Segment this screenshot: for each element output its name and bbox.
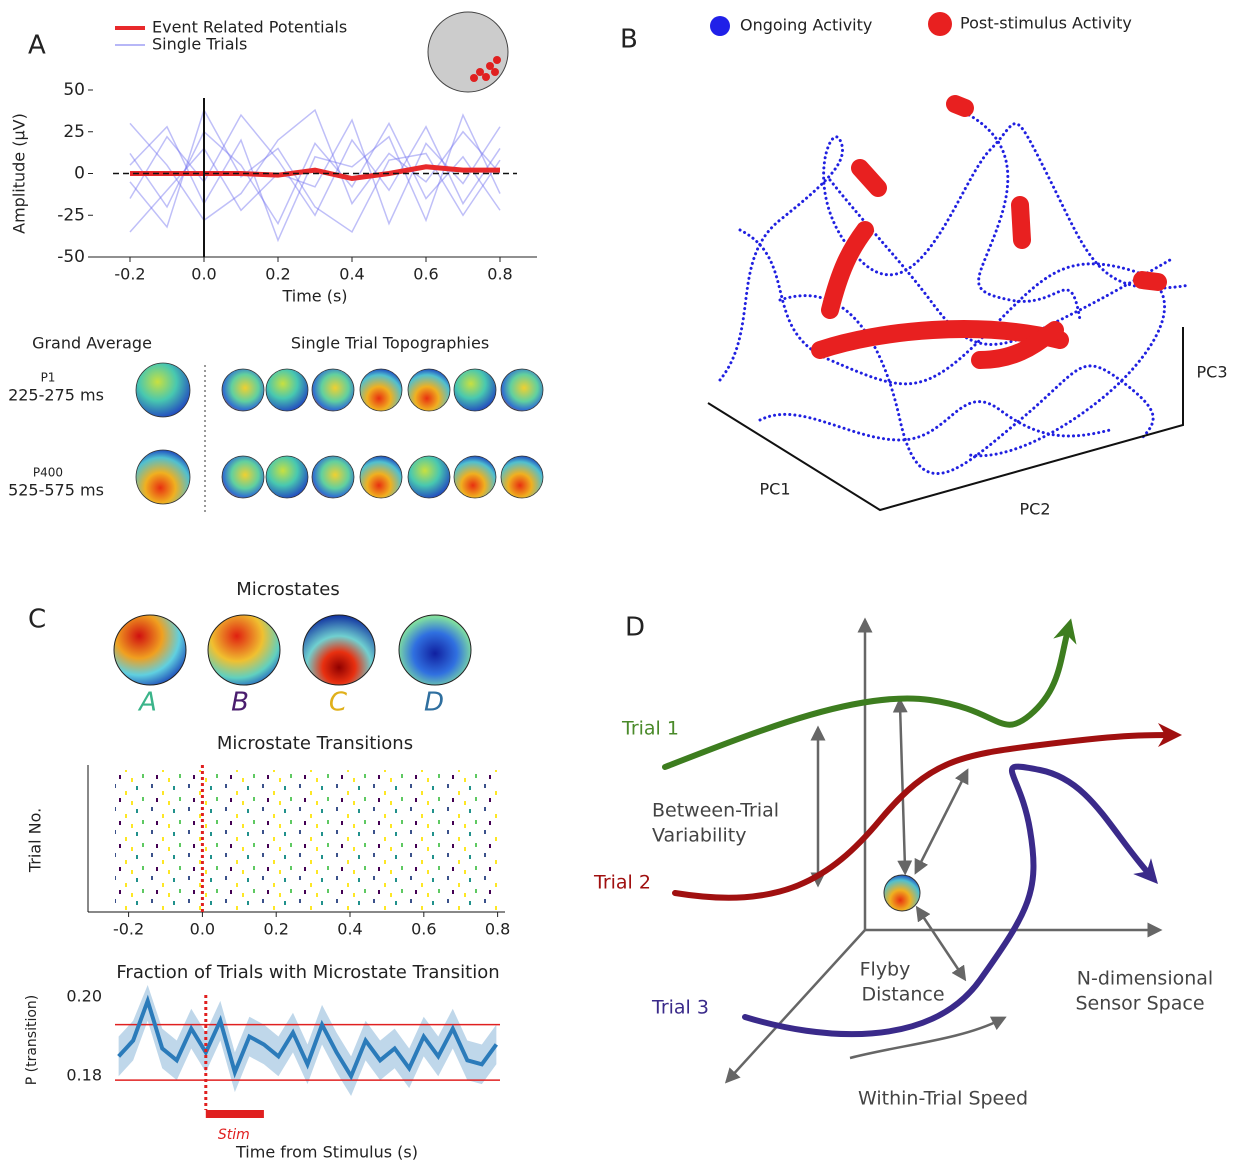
raster-dots	[115, 770, 500, 910]
x-tick-label: 0.2	[265, 265, 290, 284]
annotation: Between-Trial	[652, 800, 779, 822]
confidence-band	[118, 985, 497, 1097]
x-axis-label: Time (s)	[281, 287, 347, 306]
series-line	[130, 164, 500, 182]
series-line	[117, 994, 498, 1081]
annotation: N-dimensional	[1077, 968, 1213, 990]
y-axis-label: Amplitude (μV)	[10, 113, 29, 234]
annotation: Distance	[861, 984, 944, 1006]
panel-label: C	[28, 605, 46, 635]
axis-label: PC3	[1197, 363, 1228, 382]
y-tick-label: 50	[63, 80, 85, 100]
y-tick-label: 25	[63, 122, 85, 142]
topo-maps	[135, 362, 544, 505]
legend-label: Ongoing Activity	[740, 16, 872, 35]
microstate-label: A	[137, 688, 157, 718]
topo-header: Single Trial Topographies	[291, 334, 489, 353]
x-tick-label: 0.2	[263, 920, 288, 939]
series-line	[129, 121, 501, 226]
stim-bar	[205, 1110, 264, 1118]
x-tick-label: 0.4	[339, 265, 364, 284]
axis-label: PC1	[760, 480, 791, 499]
microstate-maps	[113, 614, 472, 686]
series-line	[129, 113, 501, 217]
x-tick-label: 0.6	[411, 920, 436, 939]
diagram-axes	[724, 617, 1163, 1084]
x-axis-label: Time from Stimulus (s)	[235, 1143, 418, 1162]
trial-label: Trial 2	[593, 872, 651, 894]
y-tick-label: 0.18	[66, 1066, 102, 1085]
component: P400	[33, 466, 63, 480]
x-tick-label: 0.8	[485, 920, 510, 939]
panel-label: D	[625, 613, 645, 643]
topo-header: Grand Average	[32, 334, 152, 353]
y-tick-label: 0.20	[66, 986, 102, 1005]
legend-label: Single Trials	[152, 35, 247, 54]
x-tick-label: 0.0	[190, 920, 215, 939]
trajectories	[718, 108, 1192, 476]
y-tick-label: -50	[57, 247, 85, 267]
x-tick-label: 0.6	[413, 265, 438, 284]
window: 525-575 ms	[8, 481, 104, 500]
annotation: Sensor Space	[1075, 993, 1204, 1015]
chart-title: Microstate Transitions	[217, 733, 413, 754]
trial-label: Trial 1	[621, 718, 679, 740]
legend-swatch	[928, 12, 952, 36]
annotation: Within-Trial Speed	[858, 1088, 1028, 1110]
x-tick-label: 0.4	[337, 920, 362, 939]
series-line	[129, 113, 501, 243]
panel-label: B	[620, 25, 638, 55]
microstate-label: B	[231, 688, 249, 718]
series-line	[129, 108, 501, 222]
trial-curves	[662, 618, 1182, 1038]
stim-label: Stim	[218, 1127, 250, 1143]
annotation: Variability	[652, 825, 747, 847]
microstate-label: C	[329, 688, 348, 718]
axis-label: PC2	[1020, 500, 1051, 519]
component: P1	[41, 371, 56, 385]
post-stimulus	[811, 95, 1167, 369]
electrode-head	[427, 11, 509, 93]
microstate-labels: A B C D	[137, 688, 444, 718]
y-axis-label: Trial No.	[26, 808, 45, 873]
y-tick-label: -25	[57, 205, 85, 225]
trial-label: Trial 3	[651, 997, 709, 1019]
y-axis-label: P (transition)	[24, 995, 40, 1086]
window: 225-275 ms	[8, 386, 104, 405]
x-tick-label: -0.2	[114, 265, 145, 284]
axes-3d	[707, 327, 1184, 512]
x-tick-label: 0.0	[191, 265, 216, 284]
legend-label: Event Related Potentials	[152, 18, 347, 37]
x-tick-label: 0.8	[487, 265, 512, 284]
title: Microstates	[236, 579, 339, 600]
y-tick-label: 0	[74, 164, 85, 184]
microstate-label: D	[424, 688, 444, 718]
x-tick-label: -0.2	[113, 920, 144, 939]
annotation: Flyby	[860, 959, 911, 981]
chart-title: Fraction of Trials with Microstate Trans…	[116, 962, 499, 983]
panel-label: A	[28, 31, 46, 61]
legend-swatch	[710, 16, 730, 36]
series-line	[129, 118, 501, 233]
flyby-topo	[883, 874, 921, 912]
legend-label: Post-stimulus Activity	[960, 14, 1132, 33]
